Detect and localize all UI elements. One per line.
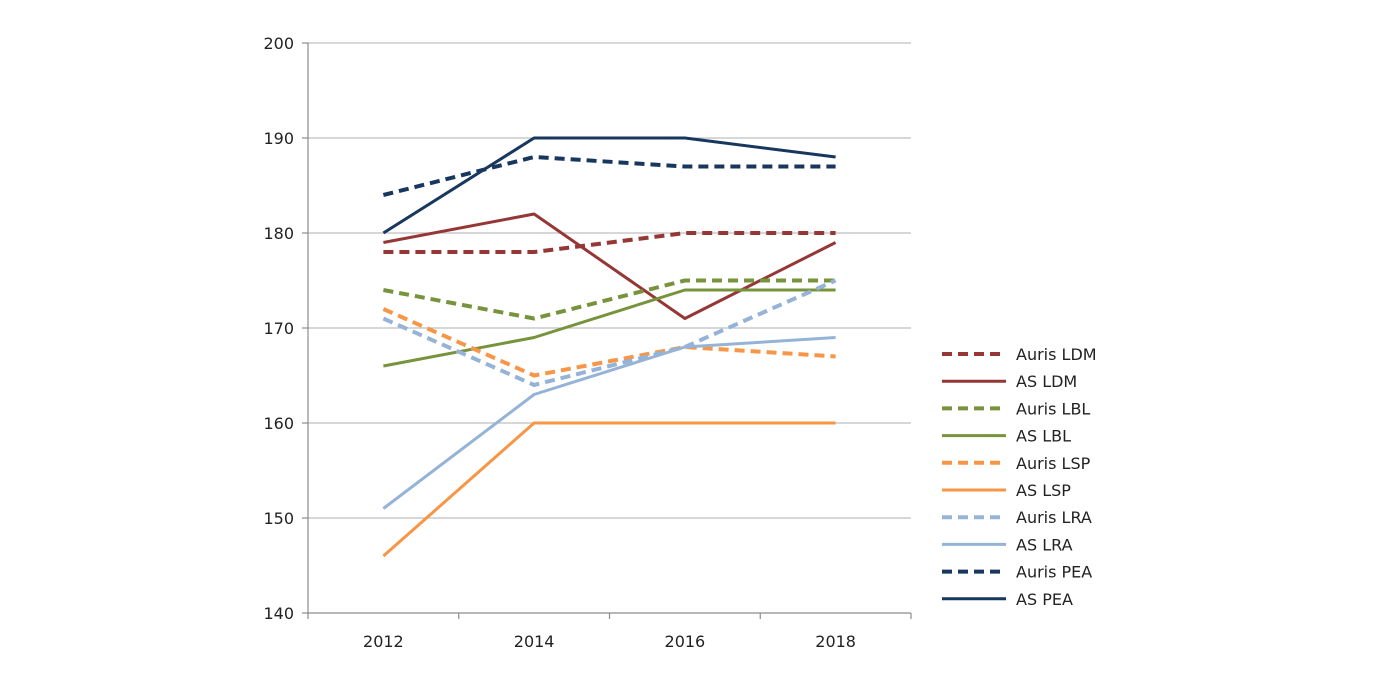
series-line-auris-lbl: [383, 278, 836, 321]
series-line-auris-lsp: [382, 307, 836, 378]
x-tick-label: 2014: [514, 632, 555, 651]
legend-label: Auris LBL: [1016, 399, 1090, 418]
y-tick-label: 140: [263, 604, 294, 623]
gridlines: [308, 42, 911, 519]
legend-label: AS LSP: [1016, 481, 1071, 500]
legend-label: Auris LRA: [1016, 508, 1092, 527]
legend-label: AS LRA: [1016, 535, 1073, 554]
legend-label: Auris LDM: [1016, 345, 1097, 364]
x-tick-label: 2018: [815, 632, 856, 651]
legend-label: AS LDM: [1016, 372, 1077, 391]
series-line-as-pea: [382, 136, 836, 235]
series-line-auris-pea: [382, 155, 836, 197]
series-line-as-lsp: [382, 421, 836, 558]
y-tick-label: 180: [263, 224, 294, 243]
legend: Auris LDM AS LDM Auris LBL AS LBL Auris LSP A…: [942, 345, 1097, 609]
x-tick-label: 2012: [363, 632, 404, 651]
series-line-auris-ldm: [383, 231, 836, 254]
y-tick-label: 160: [263, 414, 294, 433]
y-tick-label: 190: [263, 129, 294, 148]
legend-label: Auris LSP: [1016, 454, 1091, 473]
legend-label: Auris PEA: [1016, 563, 1092, 582]
axes: 140 150 160 170 180 190 200 2012 2014 2016 2018: [263, 34, 912, 651]
y-tick-label: 170: [263, 319, 294, 338]
series-lines: [382, 136, 837, 558]
legend-label: AS LBL: [1016, 427, 1071, 446]
series-line-as-lra: [382, 336, 836, 510]
legend-label: AS PEA: [1016, 590, 1073, 609]
series-line-auris-lra: [382, 278, 837, 387]
y-tick-label: 200: [263, 34, 294, 53]
y-tick-label: 150: [263, 509, 294, 528]
x-tick-label: 2016: [665, 632, 706, 651]
